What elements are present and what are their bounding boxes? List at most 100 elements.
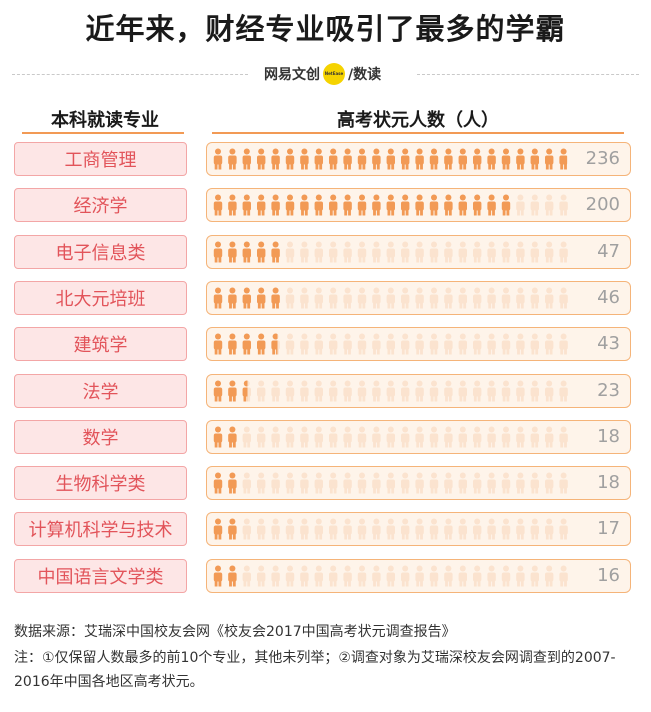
person-icon (242, 241, 251, 263)
person-icon (357, 565, 367, 587)
empty-icons (213, 333, 568, 355)
person-icon (444, 518, 453, 540)
filled-icons (213, 565, 237, 587)
empty-icons (213, 426, 568, 448)
filled-icons (213, 518, 237, 540)
person-icon (530, 472, 539, 494)
person-icon (228, 287, 237, 309)
person-icon (271, 287, 280, 309)
person-icon (343, 241, 352, 263)
person-icon (213, 241, 223, 263)
person-icon (444, 472, 453, 494)
person-icon-row (213, 380, 568, 402)
person-icon (487, 148, 496, 170)
value-bar: 18 (206, 420, 631, 454)
category-label: 法学 (14, 374, 187, 408)
person-icon (530, 518, 539, 540)
person-icon (271, 426, 280, 448)
person-icon (300, 287, 309, 309)
person-icon (559, 426, 568, 448)
filled-icons (213, 472, 237, 494)
person-icon (545, 565, 554, 587)
person-icon (271, 565, 280, 587)
person-icon (545, 426, 554, 448)
person-icon (401, 287, 410, 309)
person-icon (213, 148, 223, 170)
person-icon (458, 333, 467, 355)
person-icon (372, 194, 381, 216)
person-icon (530, 287, 539, 309)
person-icon (559, 472, 568, 494)
person-icon (444, 333, 453, 355)
person-icon (501, 472, 511, 494)
person-icon (530, 241, 539, 263)
person-icon (213, 380, 223, 402)
person-icon (386, 241, 395, 263)
person-icon (213, 426, 223, 448)
person-icon (559, 380, 568, 402)
category-label: 北大元培班 (14, 281, 187, 315)
person-icon (429, 194, 439, 216)
value-bar: 23 (206, 374, 631, 408)
person-icon (357, 287, 367, 309)
person-icon (415, 426, 424, 448)
person-icon (329, 518, 338, 540)
person-icon (228, 565, 237, 587)
person-icon (242, 472, 251, 494)
person-icon (314, 380, 323, 402)
person-icon (458, 518, 467, 540)
person-icon (516, 380, 525, 402)
person-icon (530, 333, 539, 355)
person-icon (228, 241, 237, 263)
person-icon-row (213, 518, 568, 540)
value-bar: 46 (206, 281, 631, 315)
person-icon (444, 287, 453, 309)
empty-icons (213, 565, 568, 587)
person-icon (300, 333, 309, 355)
person-icon (458, 194, 467, 216)
person-icon (386, 194, 395, 216)
person-icon (386, 287, 395, 309)
person-icon (473, 380, 482, 402)
person-icon (271, 380, 280, 402)
person-icon (429, 241, 439, 263)
person-icon (228, 380, 237, 402)
person-icon (314, 426, 323, 448)
person-icon (545, 380, 554, 402)
person-icon (458, 565, 467, 587)
person-icon (530, 148, 539, 170)
filled-icons (213, 241, 280, 263)
person-icon (386, 426, 395, 448)
person-icon (357, 380, 367, 402)
person-icon (559, 241, 568, 263)
value-header: 高考状元人数（人） (337, 110, 499, 131)
person-icon (473, 241, 482, 263)
person-icon (300, 380, 309, 402)
person-icon (516, 194, 525, 216)
person-icon-row (213, 565, 568, 587)
person-icon (501, 426, 511, 448)
person-icon (213, 472, 223, 494)
person-icon (501, 518, 511, 540)
person-icon (458, 380, 467, 402)
person-icon (444, 565, 453, 587)
category-label: 建筑学 (14, 327, 187, 361)
person-icon (271, 194, 280, 216)
person-icon (372, 518, 381, 540)
person-icon (487, 333, 496, 355)
person-icon (487, 426, 496, 448)
category-label: 经济学 (14, 188, 187, 222)
person-icon (314, 287, 323, 309)
person-icon (501, 148, 511, 170)
person-icon (372, 565, 381, 587)
person-icon (429, 148, 439, 170)
person-icon (300, 148, 309, 170)
person-icon-row (213, 333, 568, 355)
person-icon (285, 194, 295, 216)
person-icon (285, 148, 295, 170)
person-icon (415, 241, 424, 263)
source-note: 数据来源：艾瑞深中国校友会网《校友会2017中国高考状元调查报告》 (14, 624, 456, 640)
person-icon (372, 287, 381, 309)
filled-icons (213, 426, 237, 448)
category-label: 电子信息类 (14, 235, 187, 269)
